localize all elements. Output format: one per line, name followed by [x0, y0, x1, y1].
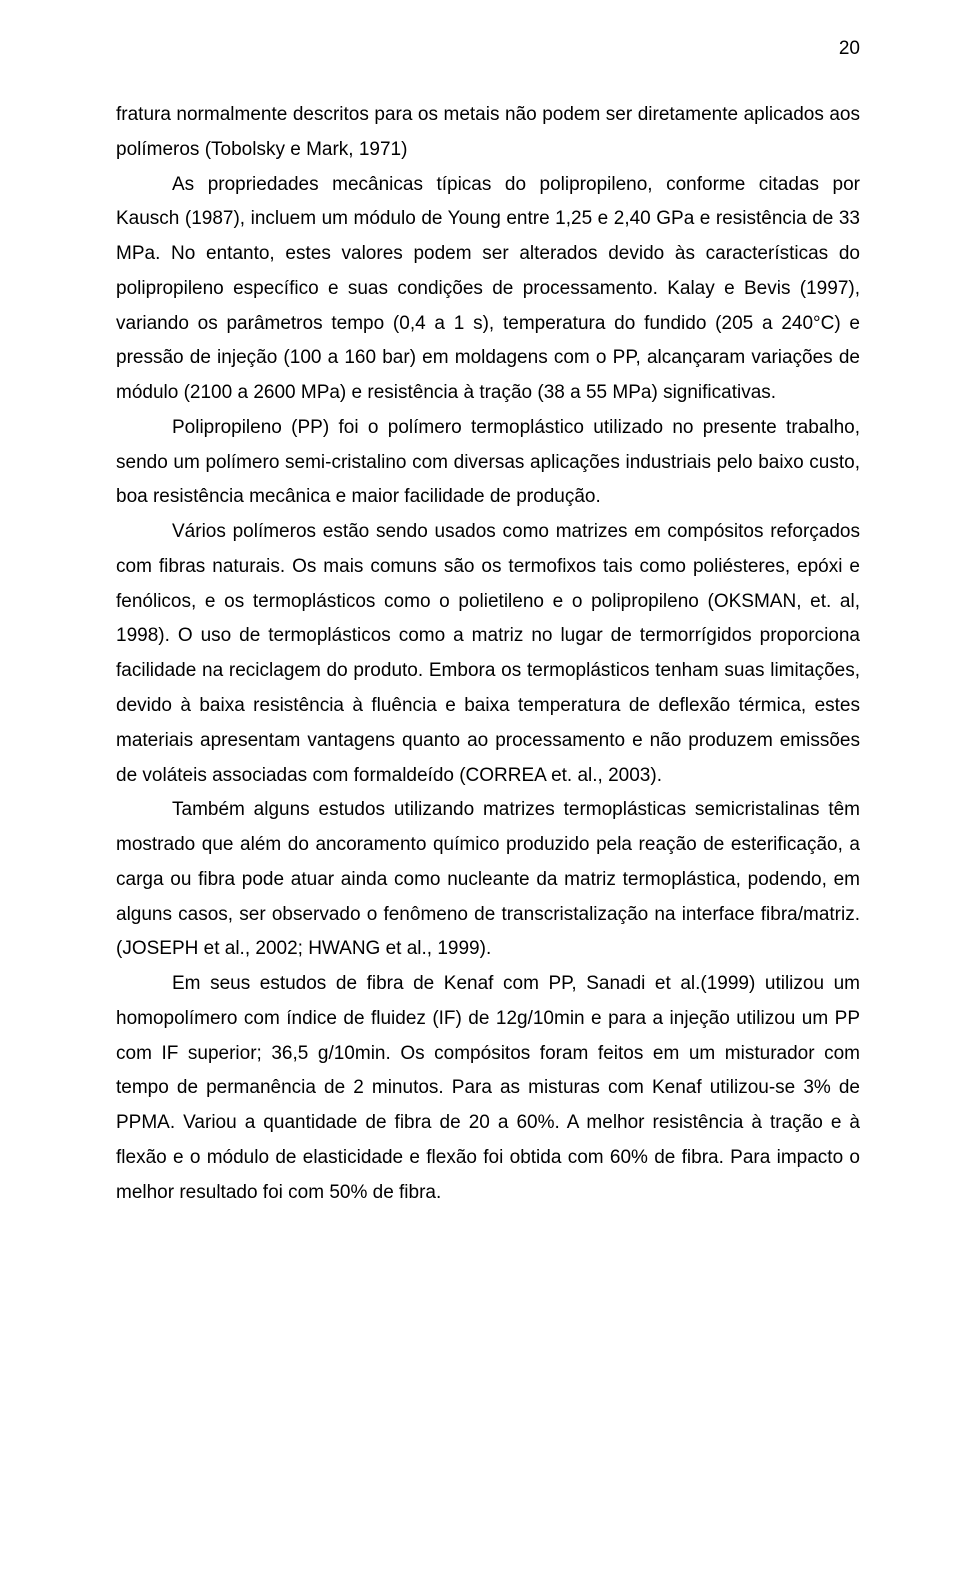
page-content: fratura normalmente descritos para os me… — [116, 98, 860, 1211]
paragraph-4: Vários polímeros estão sendo usados como… — [116, 515, 860, 793]
paragraph-2: As propriedades mecânicas típicas do pol… — [116, 168, 860, 411]
document-page: 20 fratura normalmente descritos para os… — [0, 0, 960, 1571]
paragraph-5: Também alguns estudos utilizando matrize… — [116, 793, 860, 967]
page-number: 20 — [839, 38, 860, 60]
paragraph-3: Polipropileno (PP) foi o polímero termop… — [116, 411, 860, 515]
paragraph-6: Em seus estudos de fibra de Kenaf com PP… — [116, 967, 860, 1210]
paragraph-1: fratura normalmente descritos para os me… — [116, 98, 860, 168]
